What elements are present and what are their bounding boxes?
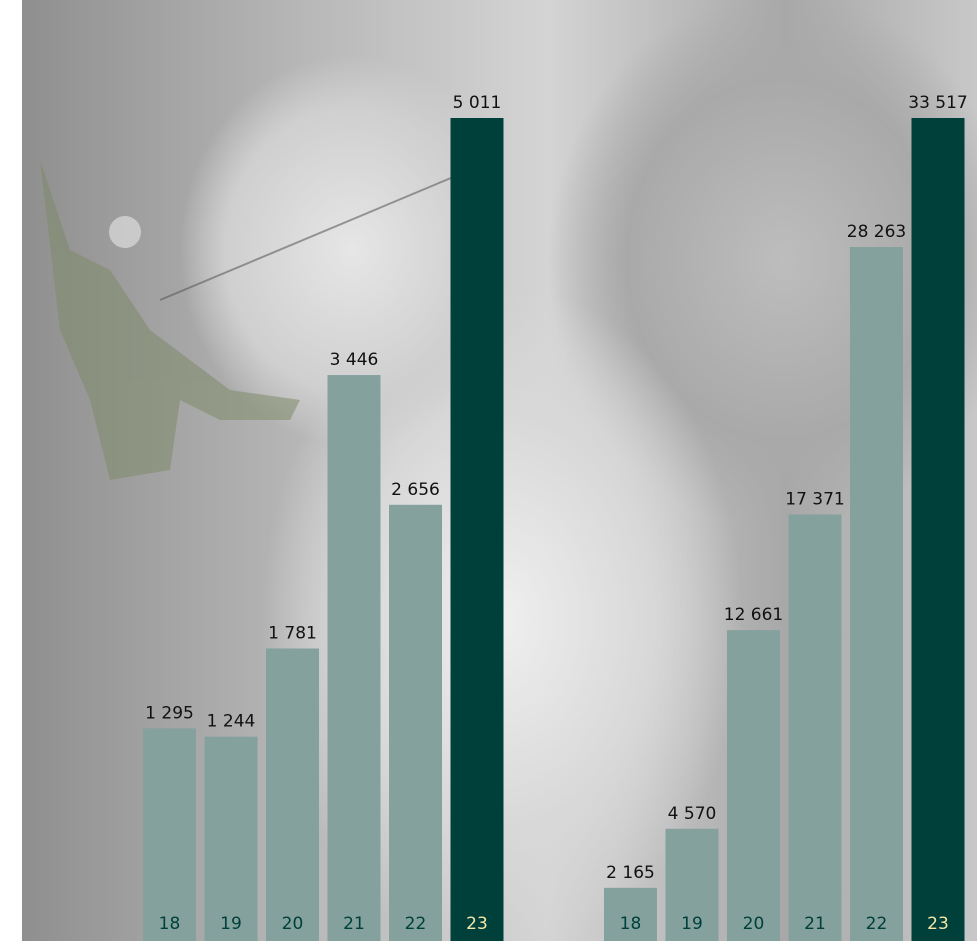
value-label: 1 781 <box>268 623 317 643</box>
category-label: 23 <box>927 914 949 934</box>
category-label: 19 <box>220 914 242 934</box>
category-label: 21 <box>804 914 826 934</box>
category-label: 23 <box>466 914 488 934</box>
value-label: 12 661 <box>724 605 783 625</box>
category-label: 20 <box>282 914 304 934</box>
bar <box>451 118 504 941</box>
value-label: 4 570 <box>668 804 717 824</box>
value-label: 5 011 <box>453 93 502 113</box>
chart: 1 295 18 1 244 19 1 781 20 3 446 21 2 656 22 5 011… <box>0 0 977 941</box>
person-silhouette <box>40 160 470 480</box>
category-label: 22 <box>405 914 427 934</box>
bar <box>328 375 381 941</box>
value-label: 1 295 <box>145 703 194 723</box>
page: 1 295 18 1 244 19 1 781 20 3 446 21 2 656 22 5 011… <box>0 0 977 941</box>
category-label: 18 <box>159 914 181 934</box>
value-label: 3 446 <box>330 350 379 370</box>
bar <box>389 505 442 941</box>
category-label: 21 <box>343 914 365 934</box>
bar <box>143 728 196 941</box>
value-label: 33 517 <box>908 93 967 113</box>
category-label: 18 <box>620 914 642 934</box>
bar <box>205 737 258 941</box>
category-label: 22 <box>866 914 888 934</box>
category-label: 19 <box>681 914 703 934</box>
value-label: 28 263 <box>847 222 906 242</box>
bar <box>789 514 842 941</box>
category-label: 20 <box>743 914 765 934</box>
bar <box>912 118 965 941</box>
bar <box>727 630 780 941</box>
value-label: 2 165 <box>606 863 655 883</box>
value-label: 2 656 <box>391 480 440 500</box>
bar <box>266 648 319 941</box>
bar <box>850 247 903 941</box>
value-label: 17 371 <box>785 489 844 509</box>
value-label: 1 244 <box>207 712 256 732</box>
